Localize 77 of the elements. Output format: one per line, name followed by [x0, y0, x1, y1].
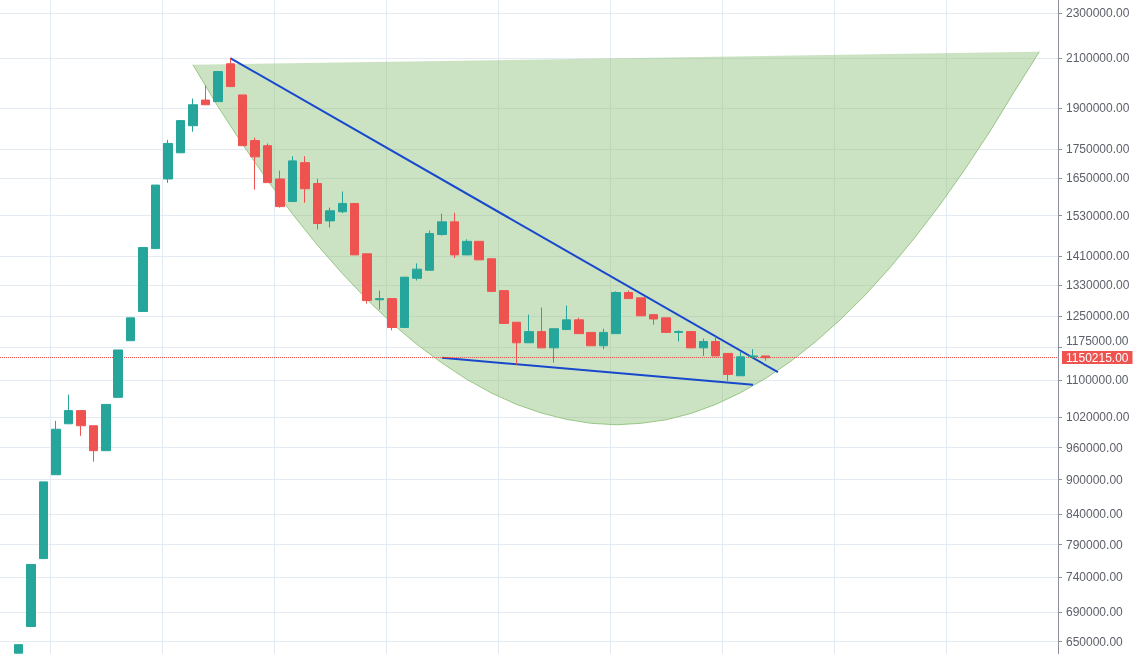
candlestick	[238, 94, 247, 147]
y-tick-label: 690000.00	[1066, 604, 1124, 619]
candlestick	[636, 297, 646, 317]
y-tick-label: 790000.00	[1066, 537, 1124, 552]
candlestick	[549, 328, 559, 363]
candlestick	[362, 253, 372, 305]
candlestick	[163, 139, 173, 184]
candlestick	[313, 178, 322, 230]
candlestick	[474, 240, 484, 261]
y-tick-label: 2100000.00	[1066, 51, 1130, 66]
candlestick	[748, 348, 758, 360]
y-tick-label: 1020000.00	[1066, 410, 1130, 425]
candlestick	[574, 317, 584, 335]
candlestick	[113, 349, 123, 398]
candlestick	[499, 290, 509, 324]
candlestick	[562, 305, 571, 331]
y-tick-label: 1750000.00	[1066, 141, 1130, 156]
candlestick	[649, 314, 658, 326]
candlestick	[89, 425, 98, 463]
candlestick	[487, 258, 496, 292]
candlestick	[188, 98, 198, 133]
candlestick	[151, 184, 160, 250]
y-tick-label: 1175000.00	[1066, 334, 1129, 349]
candlestick	[524, 314, 534, 344]
candlestick	[412, 262, 422, 282]
candlestick	[674, 329, 683, 343]
candlestick	[64, 394, 73, 425]
candlestick	[176, 120, 185, 154]
candlestick	[263, 142, 272, 184]
candlestick	[226, 57, 235, 88]
candlestick	[387, 298, 397, 331]
candlestick	[325, 207, 335, 228]
y-tick-label: 1330000.00	[1066, 278, 1130, 293]
candlestick	[462, 238, 472, 256]
y-tick-label: 1250000.00	[1066, 309, 1130, 324]
y-tick-label: 1650000.00	[1066, 171, 1130, 186]
candlestick	[450, 212, 459, 259]
y-tick-label: 900000.00	[1066, 472, 1124, 487]
y-tick-label: 1530000.00	[1066, 208, 1130, 223]
candlestick	[26, 563, 36, 628]
y-tick-label: 1100000.00	[1066, 372, 1129, 387]
candlestick	[250, 137, 260, 191]
y-tick-label: 2300000.00	[1066, 5, 1130, 20]
y-tick-label: 740000.00	[1066, 570, 1124, 585]
y-tick-label: 650000.00	[1066, 634, 1124, 649]
candlestick	[400, 276, 409, 328]
candlestick	[76, 410, 86, 437]
candlestick	[39, 481, 48, 560]
candlestick	[437, 213, 447, 237]
y-tick-label: 840000.00	[1066, 507, 1124, 522]
candlestick	[686, 331, 696, 349]
candlestick	[611, 290, 621, 335]
candlestick	[375, 290, 384, 310]
candlestick	[736, 351, 745, 377]
ref-line-label: 1150215.00	[1066, 350, 1129, 365]
candlestick	[699, 338, 708, 357]
candlestick	[288, 155, 297, 203]
candlestick	[350, 202, 359, 256]
y-tick-label: 960000.00	[1066, 440, 1124, 455]
y-tick-label: 1900000.00	[1066, 100, 1130, 115]
y-tick-label: 1410000.00	[1066, 249, 1130, 264]
candlestick	[138, 247, 148, 312]
candlestick	[537, 307, 546, 349]
candlestick	[213, 71, 223, 103]
candlestick	[599, 328, 608, 350]
candlestick	[338, 191, 347, 214]
candlestick	[51, 420, 61, 476]
candlestick	[101, 403, 111, 452]
candlestick	[201, 84, 210, 106]
candlestick	[300, 155, 310, 204]
candlestick	[425, 230, 434, 271]
candlestick	[586, 331, 596, 347]
candlestick	[275, 170, 285, 209]
candlestick	[624, 290, 633, 300]
candlestick	[661, 317, 671, 333]
candlestick	[14, 644, 23, 654]
candlestick	[126, 317, 135, 342]
